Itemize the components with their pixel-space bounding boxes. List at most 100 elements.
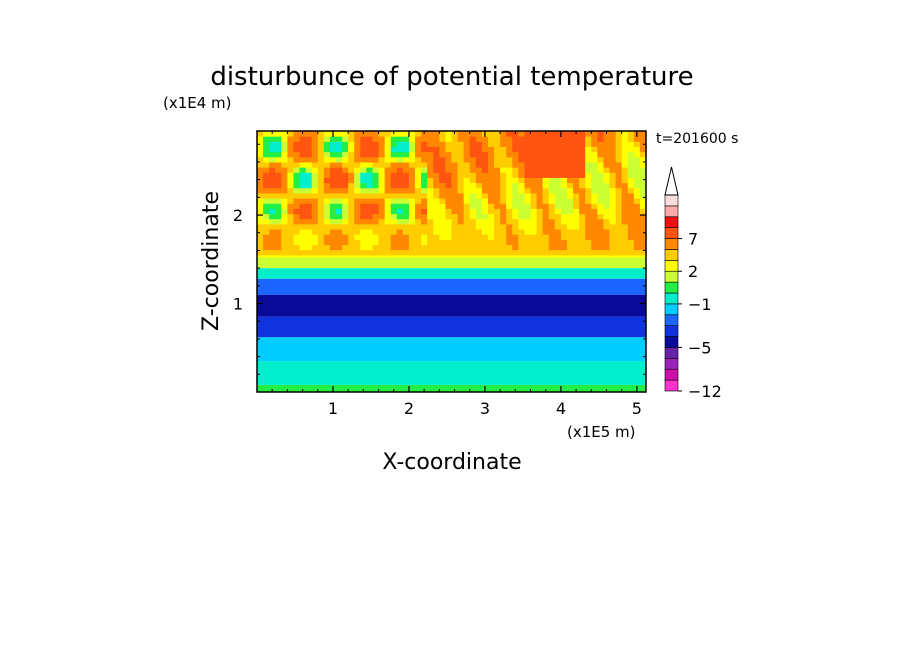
contour-cell — [348, 198, 355, 204]
contour-cell — [415, 208, 422, 215]
contour-cell — [469, 182, 477, 189]
contour-cell — [384, 161, 392, 168]
contour-cell — [566, 244, 574, 251]
contour-cell — [421, 213, 428, 220]
contour-cell — [384, 198, 392, 204]
contour-cell — [263, 208, 270, 215]
contour-cell — [336, 177, 343, 184]
contour-cell — [506, 244, 513, 251]
contour-cell — [627, 167, 635, 173]
contour-cell — [366, 244, 373, 251]
contour-cell — [293, 208, 301, 215]
contour-cell — [542, 151, 550, 158]
contour-cell — [530, 146, 538, 153]
contour-cell — [433, 161, 440, 168]
contour-cell — [463, 151, 471, 158]
contour-cell — [396, 198, 404, 204]
contour-cell — [384, 136, 392, 142]
contour-cell — [566, 223, 574, 230]
contour-cell — [633, 239, 641, 246]
contour-cell — [512, 239, 519, 246]
contour-cell — [427, 229, 434, 235]
contour-cell — [500, 151, 507, 158]
contour-cell — [372, 151, 380, 158]
contour-cell — [487, 141, 495, 147]
contour-cell — [579, 177, 586, 184]
contour-cell — [579, 167, 586, 173]
contour-cell — [293, 146, 301, 153]
contour-cell — [402, 218, 410, 225]
y-tick-label: 1 — [233, 295, 243, 314]
contour-cell — [317, 182, 325, 189]
contour-cell — [542, 187, 550, 194]
contour-cell — [354, 131, 361, 137]
contour-cell — [287, 218, 294, 225]
contour-cell — [408, 234, 416, 240]
contour-cell — [457, 177, 465, 184]
contour-cell — [336, 208, 343, 215]
contour-cell — [402, 177, 410, 184]
contour-cell — [281, 177, 288, 184]
contour-cell — [639, 187, 646, 194]
contour-cell — [311, 131, 319, 137]
contour-cell — [475, 218, 483, 225]
contour-cell — [342, 182, 349, 189]
contour-cell — [542, 172, 550, 178]
contour-cell — [384, 213, 392, 220]
contour-cell — [257, 187, 264, 194]
contour-cell — [396, 223, 404, 230]
contour-cell — [603, 229, 611, 235]
contour-cell — [336, 218, 343, 225]
contour-cell — [469, 161, 477, 168]
colorbar-tick-label: −12 — [688, 382, 722, 401]
contour-cell — [603, 161, 611, 168]
contour-cell — [457, 172, 465, 178]
contour-cell — [463, 177, 471, 184]
contour-cell — [457, 167, 465, 173]
contour-cell — [609, 177, 617, 184]
contour-cell — [336, 229, 343, 235]
contour-cell — [463, 213, 471, 220]
contour-cell — [579, 244, 586, 251]
contour-cell — [439, 198, 446, 204]
contour-cell — [639, 172, 646, 178]
contour-cell — [560, 131, 568, 137]
contour-cell — [518, 239, 525, 246]
contour-cell — [639, 244, 646, 251]
contour-cell — [263, 146, 270, 153]
contour-cell — [311, 177, 319, 184]
contour-cell — [293, 172, 301, 178]
contour-cell — [372, 136, 380, 142]
contour-cell — [329, 192, 337, 199]
contour-cell — [530, 156, 538, 163]
contour-cell — [372, 198, 380, 204]
contour-cell — [366, 218, 373, 225]
contour-cell — [287, 177, 294, 184]
time-label: t=201600 s — [656, 131, 738, 147]
contour-cell — [639, 203, 646, 209]
contour-cell — [427, 182, 434, 189]
contour-cell — [481, 146, 489, 153]
contour-cell — [500, 192, 507, 199]
contour-cell — [402, 146, 410, 153]
contour-cell — [560, 192, 568, 199]
contour-cell — [269, 146, 276, 153]
contour-cell — [512, 223, 519, 230]
contour-cell — [494, 172, 501, 178]
contour-cell — [427, 213, 434, 220]
contour-cell — [627, 187, 635, 194]
contour-cell — [336, 151, 343, 158]
contour-cell — [457, 244, 465, 251]
contour-cell — [597, 192, 604, 199]
contour-cell — [366, 203, 373, 209]
contour-cell — [402, 234, 410, 240]
contour-cell — [390, 229, 398, 235]
contour-cell — [275, 249, 282, 256]
contour-cell — [554, 131, 562, 137]
contour-cell — [481, 136, 489, 142]
contour-cell — [554, 151, 562, 158]
contour-cell — [439, 249, 446, 256]
contour-cell — [366, 213, 373, 220]
contour-cell — [633, 229, 641, 235]
contour-cell — [530, 203, 538, 209]
